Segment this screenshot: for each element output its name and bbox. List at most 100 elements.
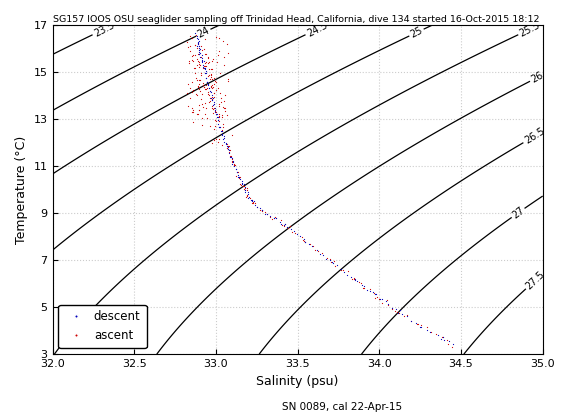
- ascent: [183, 81, 192, 88]
- descent: [214, 124, 223, 131]
- ascent: [222, 145, 231, 152]
- ascent: [186, 48, 195, 54]
- ascent: [225, 142, 234, 149]
- descent: [215, 124, 224, 130]
- descent: [232, 168, 241, 175]
- ascent: [438, 334, 447, 341]
- ascent: [263, 211, 272, 217]
- descent: [225, 154, 234, 160]
- ascent: [200, 110, 209, 117]
- ascent: [198, 101, 207, 107]
- ascent: [193, 41, 202, 47]
- ascent: [218, 111, 227, 118]
- descent: [209, 101, 218, 107]
- descent: [322, 255, 331, 262]
- ascent: [191, 42, 200, 49]
- ascent: [377, 299, 386, 306]
- ascent: [260, 208, 270, 215]
- ascent: [369, 289, 378, 296]
- descent: [197, 56, 206, 63]
- ascent: [201, 51, 210, 57]
- descent: [193, 41, 202, 48]
- descent: [241, 186, 250, 193]
- ascent: [190, 52, 200, 59]
- ascent: [343, 268, 352, 275]
- descent: [194, 45, 203, 52]
- ascent: [210, 78, 219, 85]
- descent: [231, 165, 241, 172]
- ascent: [194, 102, 203, 108]
- ascent: [191, 42, 200, 49]
- descent: [195, 46, 204, 53]
- ascent: [184, 103, 193, 109]
- ascent: [200, 84, 209, 90]
- descent: [203, 79, 212, 86]
- ascent: [188, 79, 197, 86]
- ascent: [189, 86, 198, 93]
- descent: [218, 130, 227, 137]
- ascent: [192, 75, 201, 82]
- descent: [328, 259, 337, 265]
- Text: 27: 27: [510, 205, 526, 221]
- ascent: [217, 127, 226, 134]
- ascent: [222, 41, 231, 47]
- ascent: [214, 138, 223, 145]
- ascent: [207, 103, 217, 110]
- descent: [220, 135, 229, 142]
- ascent: [198, 82, 207, 88]
- ascent: [188, 108, 197, 115]
- descent: [234, 174, 243, 181]
- ascent: [211, 109, 221, 116]
- ascent: [197, 71, 206, 78]
- Text: 25.5: 25.5: [518, 20, 542, 39]
- ascent: [201, 100, 210, 106]
- descent: [240, 189, 249, 195]
- ascent: [222, 112, 231, 119]
- descent: [271, 215, 280, 221]
- ascent: [207, 105, 217, 112]
- descent: [369, 289, 378, 295]
- ascent: [347, 276, 356, 282]
- descent: [325, 256, 335, 263]
- ascent: [192, 62, 201, 68]
- descent: [362, 287, 371, 293]
- ascent: [204, 73, 213, 79]
- descent: [391, 306, 400, 312]
- descent: [229, 158, 238, 164]
- descent: [292, 230, 301, 237]
- descent: [261, 210, 270, 217]
- ascent: [215, 124, 225, 130]
- descent: [206, 88, 215, 94]
- descent: [203, 81, 213, 87]
- ascent: [211, 78, 221, 85]
- descent: [195, 46, 204, 53]
- descent: [333, 261, 342, 268]
- ascent: [188, 34, 197, 41]
- ascent: [268, 216, 277, 223]
- ascent: [201, 85, 210, 92]
- ascent: [200, 63, 209, 70]
- ascent: [442, 336, 451, 343]
- descent: [340, 269, 349, 275]
- ascent: [209, 56, 218, 62]
- ascent: [219, 105, 229, 111]
- descent: [396, 307, 405, 313]
- ascent: [198, 121, 207, 128]
- ascent: [184, 44, 193, 51]
- ascent: [218, 127, 227, 134]
- ascent: [223, 141, 232, 148]
- ascent: [204, 92, 213, 98]
- ascent: [206, 76, 215, 82]
- ascent: [365, 286, 374, 292]
- descent: [201, 70, 210, 77]
- ascent: [437, 334, 446, 340]
- ascent: [193, 58, 202, 64]
- ascent: [226, 147, 235, 154]
- ascent: [207, 139, 217, 146]
- descent: [388, 305, 397, 311]
- ascent: [193, 83, 202, 90]
- ascent: [200, 63, 209, 69]
- ascent: [201, 63, 210, 69]
- descent: [381, 298, 390, 305]
- descent: [360, 283, 369, 289]
